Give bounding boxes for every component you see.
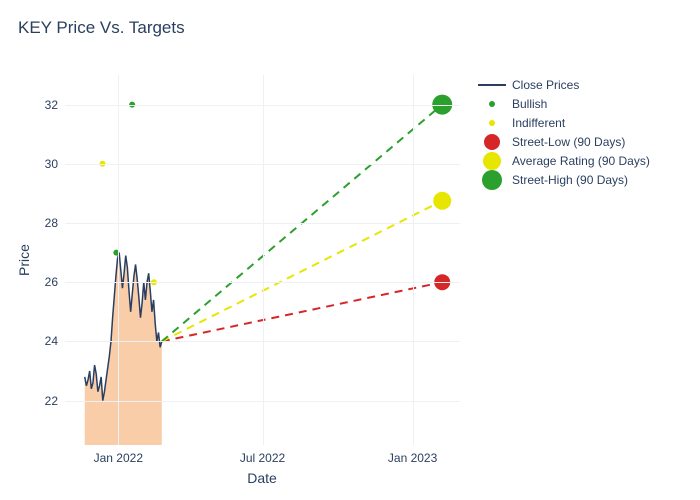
legend-item[interactable]: Street-Low (90 Days) bbox=[478, 132, 650, 151]
legend-line-swatch bbox=[478, 84, 506, 86]
gridline-v bbox=[118, 75, 119, 445]
legend-item[interactable]: Close Prices bbox=[478, 75, 650, 94]
x-tick-label: Jan 2022 bbox=[94, 451, 143, 465]
x-tick-label: Jul 2022 bbox=[240, 451, 285, 465]
legend-label: Average Rating (90 Days) bbox=[512, 154, 650, 168]
legend-dot-swatch bbox=[483, 152, 501, 170]
gridline-v bbox=[413, 75, 414, 445]
legend-label: Indifferent bbox=[512, 116, 565, 130]
target-marker-average bbox=[433, 192, 451, 210]
y-tick-label: 22 bbox=[28, 394, 58, 408]
x-axis-label: Date bbox=[247, 470, 277, 486]
legend-dot-swatch bbox=[489, 120, 495, 126]
legend-item[interactable]: Bullish bbox=[478, 94, 650, 113]
x-tick-label: Jan 2023 bbox=[388, 451, 437, 465]
legend-dot-swatch bbox=[482, 170, 502, 190]
target-line-street_low bbox=[162, 282, 442, 341]
legend: Close Prices Bullish Indifferent Street-Low… bbox=[478, 75, 650, 189]
y-tick-label: 28 bbox=[28, 216, 58, 230]
y-tick-label: 24 bbox=[28, 334, 58, 348]
legend-dot-swatch bbox=[489, 101, 495, 107]
y-tick-label: 32 bbox=[28, 98, 58, 112]
y-tick-label: 30 bbox=[28, 157, 58, 171]
legend-dot-swatch bbox=[484, 134, 500, 150]
legend-label: Bullish bbox=[512, 97, 547, 111]
legend-label: Close Prices bbox=[512, 78, 579, 92]
plot-area: 222426283032Jan 2022Jul 2022Jan 2023 bbox=[65, 75, 460, 445]
legend-label: Street-Low (90 Days) bbox=[512, 135, 625, 149]
y-axis-label: Price bbox=[16, 244, 32, 276]
y-tick-label: 26 bbox=[28, 275, 58, 289]
gridline-v bbox=[263, 75, 264, 445]
legend-label: Street-High (90 Days) bbox=[512, 173, 628, 187]
chart-title: KEY Price Vs. Targets bbox=[18, 18, 185, 38]
legend-item[interactable]: Indifferent bbox=[478, 113, 650, 132]
legend-item[interactable]: Average Rating (90 Days) bbox=[478, 151, 650, 170]
legend-item[interactable]: Street-High (90 Days) bbox=[478, 170, 650, 189]
